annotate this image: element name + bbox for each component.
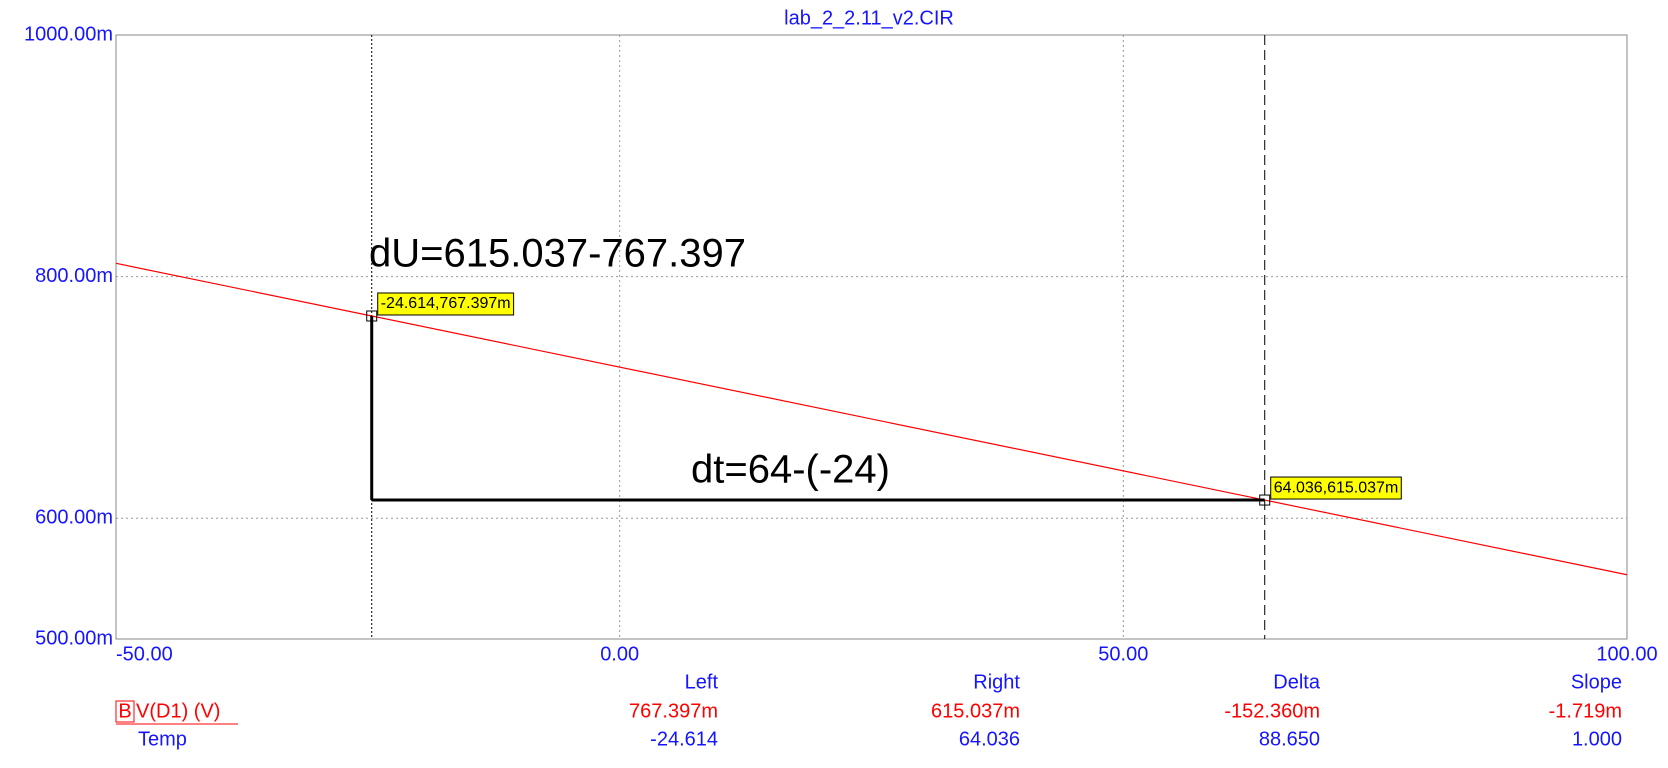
readout-cell: 88.650 xyxy=(1259,728,1320,750)
readout-header: Left xyxy=(685,671,719,693)
y-tick-label: 500.00m xyxy=(35,627,113,649)
readout-cell: 615.037m xyxy=(931,700,1020,722)
readout-cell: -24.614 xyxy=(650,728,718,750)
x-tick-label: 50.00 xyxy=(1098,643,1148,665)
series-line xyxy=(115,262,1628,576)
y-tick-label: 600.00m xyxy=(35,506,113,528)
cursor-label-box xyxy=(1270,476,1402,500)
readout-cell: -1.719m xyxy=(1549,700,1622,722)
cursor-label: -24.614,767.397m xyxy=(381,295,511,312)
readout-header: Slope xyxy=(1571,671,1622,693)
row-name: Temp xyxy=(138,728,187,750)
annotation: dt=64-(-24) xyxy=(691,448,890,492)
cursor-label: 64.036,615.037m xyxy=(1274,479,1399,496)
readout-cell: 1.000 xyxy=(1572,728,1622,750)
annotation: dU=615.037-767.397 xyxy=(369,232,746,276)
x-tick-label: 100.00 xyxy=(1596,643,1657,665)
readout-header: Right xyxy=(973,671,1020,693)
y-tick-label: 1000.00m xyxy=(24,23,113,45)
readout-cell: 767.397m xyxy=(629,700,718,722)
plot-frame xyxy=(115,34,1628,640)
series-name: V(D1) (V) xyxy=(136,700,220,722)
series-badge xyxy=(115,700,135,723)
cursor-label-box xyxy=(377,292,515,316)
readout-header: Delta xyxy=(1273,671,1321,693)
series-badge-text: B xyxy=(118,700,131,722)
x-tick-label: 0.00 xyxy=(600,643,639,665)
chart-title: lab_2_2.11_v2.CIR xyxy=(784,7,954,29)
readout-cell: 64.036 xyxy=(959,728,1020,750)
x-tick-label: -50.00 xyxy=(116,643,173,665)
readout-cell: -152.360m xyxy=(1224,700,1320,722)
y-tick-label: 800.00m xyxy=(35,265,113,287)
